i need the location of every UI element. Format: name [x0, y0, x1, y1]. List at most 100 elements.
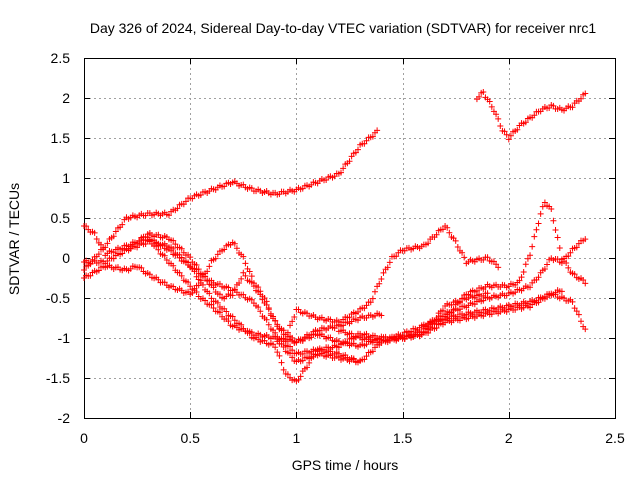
- data-point: [210, 305, 217, 312]
- data-point: [240, 291, 247, 298]
- data-point: [575, 311, 582, 318]
- data-point: [159, 242, 166, 249]
- data-point: [246, 330, 253, 337]
- y-tick-label: 0.5: [51, 210, 71, 226]
- data-point: [444, 224, 451, 231]
- data-point: [138, 264, 145, 271]
- data-point: [233, 245, 240, 252]
- data-point: [486, 98, 493, 105]
- data-point: [582, 90, 589, 97]
- data-point: [182, 258, 189, 265]
- data-point: [367, 299, 374, 306]
- y-axis-label: SDTVAR / TECUs: [6, 183, 22, 295]
- data-point: [531, 233, 538, 240]
- data-point: [168, 247, 175, 254]
- data-point: [231, 240, 238, 247]
- data-point: [284, 371, 291, 378]
- data-point: [204, 277, 211, 284]
- data-point: [352, 149, 359, 156]
- data-point: [304, 364, 311, 371]
- data-point: [522, 261, 529, 268]
- data-point: [354, 146, 361, 153]
- x-tick-label: 0.5: [180, 430, 200, 446]
- data-point: [569, 298, 576, 305]
- data-point: [267, 312, 274, 319]
- data-point: [535, 220, 542, 227]
- data-point: [272, 344, 279, 351]
- series-sat-b: [473, 89, 589, 143]
- data-point: [161, 252, 168, 259]
- data-point: [238, 321, 245, 328]
- data-point: [289, 354, 296, 361]
- data-point: [348, 153, 355, 160]
- data-point: [361, 356, 368, 363]
- data-point: [202, 297, 209, 304]
- data-point: [376, 280, 383, 287]
- data-point: [346, 158, 353, 165]
- data-point: [204, 268, 211, 275]
- data-point: [178, 245, 185, 252]
- y-tick-label: -1: [58, 330, 71, 346]
- data-point: [439, 226, 446, 233]
- data-point: [580, 277, 587, 284]
- data-point: [144, 234, 151, 241]
- data-point: [206, 263, 213, 270]
- data-point: [459, 295, 466, 302]
- data-point: [446, 229, 453, 236]
- data-point: [338, 169, 345, 176]
- data-point: [558, 259, 565, 266]
- y-tick-label: 0: [62, 250, 70, 266]
- data-point: [272, 317, 279, 324]
- data-point: [571, 305, 578, 312]
- data-point: [484, 254, 491, 261]
- series-sat-f: [388, 199, 589, 342]
- data-point: [531, 112, 538, 119]
- data-point: [248, 273, 255, 280]
- data-point: [556, 244, 563, 251]
- data-point: [287, 322, 294, 329]
- data-point: [514, 126, 521, 133]
- data-point: [340, 165, 347, 172]
- data-point: [248, 279, 255, 286]
- data-point: [238, 275, 245, 282]
- data-point: [495, 264, 502, 271]
- data-point: [95, 251, 102, 258]
- data-point: [174, 205, 181, 212]
- data-point: [582, 236, 589, 243]
- data-point: [363, 353, 370, 360]
- data-point: [242, 260, 249, 267]
- series-sat-d: [81, 238, 491, 366]
- data-point: [380, 269, 387, 276]
- data-point: [363, 302, 370, 309]
- data-point: [378, 312, 385, 319]
- data-point: [216, 309, 223, 316]
- data-point: [191, 285, 198, 292]
- data-point: [493, 261, 500, 268]
- data-point: [573, 308, 580, 315]
- data-point: [565, 264, 572, 271]
- data-point: [225, 318, 232, 325]
- data-point: [93, 236, 100, 243]
- data-point: [289, 347, 296, 354]
- x-tick-label: 2.5: [605, 430, 625, 446]
- data-point: [231, 317, 238, 324]
- data-point: [535, 299, 542, 306]
- data-point: [263, 301, 270, 308]
- data-point: [439, 307, 446, 314]
- data-point: [255, 304, 262, 311]
- series-sat-a: [81, 127, 381, 273]
- data-point: [214, 299, 221, 306]
- data-point: [110, 255, 117, 262]
- data-point: [193, 288, 200, 295]
- data-point: [289, 318, 296, 325]
- data-point: [202, 273, 209, 280]
- data-point: [480, 89, 487, 96]
- data-point: [507, 132, 514, 139]
- data-point: [95, 267, 102, 274]
- data-point: [550, 217, 557, 224]
- data-point: [558, 288, 565, 295]
- data-point: [87, 272, 94, 279]
- data-point: [518, 274, 525, 281]
- data-point: [257, 291, 264, 298]
- data-point: [197, 277, 204, 284]
